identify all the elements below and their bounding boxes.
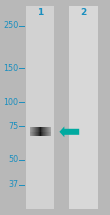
Bar — [41, 127, 42, 136]
Bar — [30, 134, 51, 135]
Bar — [49, 127, 50, 136]
Bar — [48, 127, 49, 136]
Bar — [35, 127, 36, 136]
Bar — [32, 127, 33, 136]
Text: 150: 150 — [3, 64, 18, 73]
Bar — [49, 127, 50, 136]
Bar — [47, 127, 48, 136]
Bar — [30, 130, 51, 131]
Bar — [30, 132, 51, 133]
Text: 100: 100 — [3, 98, 18, 107]
Bar — [38, 127, 39, 136]
Bar — [41, 127, 42, 136]
Bar — [34, 127, 35, 136]
Bar — [40, 127, 41, 136]
Bar — [30, 131, 51, 132]
Bar — [30, 129, 51, 130]
Bar — [45, 127, 46, 136]
Bar — [50, 127, 51, 136]
Text: 250: 250 — [3, 21, 18, 30]
Bar — [33, 127, 34, 136]
Bar — [36, 127, 37, 136]
Bar — [69, 6, 98, 209]
Bar — [35, 127, 36, 136]
Bar — [50, 127, 51, 136]
Bar — [33, 127, 34, 136]
Bar — [43, 127, 44, 136]
Bar — [47, 127, 48, 136]
Bar — [32, 127, 33, 136]
Text: 50: 50 — [8, 155, 18, 164]
FancyArrow shape — [59, 126, 79, 137]
Text: 75: 75 — [8, 121, 18, 131]
Bar — [44, 127, 45, 136]
Bar — [37, 127, 38, 136]
Text: 1: 1 — [37, 8, 43, 17]
Bar — [30, 127, 31, 136]
Bar — [30, 135, 51, 136]
Bar — [30, 127, 51, 128]
Bar — [30, 128, 51, 129]
Bar — [42, 127, 43, 136]
Bar — [42, 127, 43, 136]
Bar — [43, 127, 44, 136]
Text: 37: 37 — [8, 180, 18, 189]
Bar — [26, 6, 54, 209]
Bar — [34, 127, 35, 136]
Bar — [39, 127, 40, 136]
Bar — [31, 127, 32, 136]
Text: 2: 2 — [81, 8, 87, 17]
Bar — [46, 127, 47, 136]
Bar — [40, 127, 41, 136]
Bar — [30, 133, 51, 134]
Bar — [48, 127, 49, 136]
